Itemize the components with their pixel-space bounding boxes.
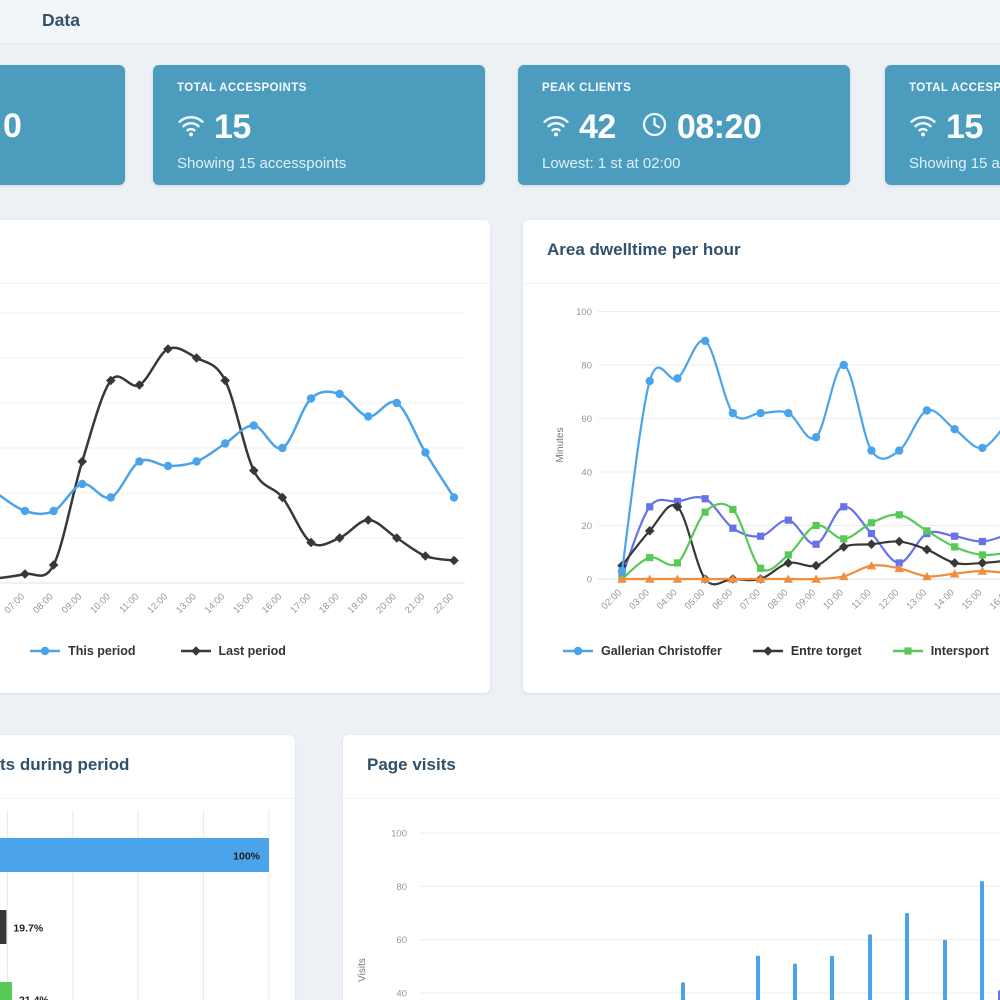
svg-text:19.7%: 19.7% (13, 923, 43, 935)
svg-text:80: 80 (581, 361, 592, 372)
legend-item-gallerian-christoffer[interactable]: Gallerian Christoffer (562, 644, 722, 658)
svg-text:40: 40 (396, 989, 407, 1000)
stat-subtitle: Showing 15 accesspoints (909, 155, 1000, 172)
svg-text:02:00: 02:00 (600, 587, 625, 612)
stat-subtitle: Lowest: 1 st at 02:00 (542, 155, 681, 172)
card-header: ts during period (0, 735, 295, 799)
svg-text:07:00: 07:00 (3, 591, 28, 616)
svg-text:22:00: 22:00 (432, 591, 457, 616)
period-chart-legend: This period Last period (0, 644, 490, 658)
svg-text:16:00: 16:00 (260, 591, 285, 616)
svg-text:05:00: 05:00 (683, 587, 708, 612)
stat-value: 42 (579, 107, 616, 146)
stat-time: 08:20 (676, 107, 762, 146)
card-header: Area dwelltime per hour (523, 220, 1000, 284)
svg-text:17:00: 17:00 (289, 591, 314, 616)
svg-text:20:00: 20:00 (374, 591, 399, 616)
legend-item-intersport[interactable]: Intersport (892, 644, 989, 658)
page-title: Data (42, 10, 80, 30)
chart-title: ts during period (0, 755, 130, 774)
svg-text:21.4%: 21.4% (19, 995, 49, 1000)
svg-text:07:00: 07:00 (738, 587, 763, 612)
wifi-icon (542, 112, 570, 143)
page-visits-chart: 100 80 60 40 Visits (357, 829, 1000, 1000)
svg-text:15:00: 15:00 (231, 591, 256, 616)
legend-label: Gallerian Christoffer (600, 644, 722, 658)
svg-text:0: 0 (587, 575, 592, 586)
svg-text:19:00: 19:00 (346, 591, 371, 616)
legend-item-entre-torget[interactable]: Entre torget (752, 644, 862, 658)
legend-label: Intersport (930, 644, 990, 658)
svg-text:10:00: 10:00 (821, 587, 846, 612)
chart-card-period-comparison: 07:00 08:00 09:00 10:00 11:00 12:00 13:00 14:00… (0, 220, 490, 693)
dwelltime-chart-legend: Gallerian Christoffer Entre torget Intersp… (523, 644, 1000, 658)
stat-label: TOTAL ACCESPOINTS (177, 82, 307, 94)
legend-label: Last period (218, 644, 286, 658)
svg-text:04:00: 04:00 (655, 587, 680, 612)
card-header (0, 220, 490, 284)
svg-text:06:00: 06:00 (710, 587, 735, 612)
svg-text:60: 60 (581, 414, 592, 425)
stat-value: 15 (214, 107, 251, 146)
svg-text:14:00: 14:00 (932, 587, 957, 612)
svg-text:14:00: 14:00 (203, 591, 228, 616)
chart-card-visits-during-period: ts during period 100% 19.7% 21.4% (0, 735, 295, 1000)
svg-text:13:00: 13:00 (904, 587, 929, 612)
stat-label: PEAK CLIENTS (542, 82, 632, 94)
svg-text:03:00: 03:00 (627, 587, 652, 612)
svg-text:13:00: 13:00 (174, 591, 199, 616)
svg-text:20: 20 (581, 521, 592, 532)
svg-text:100: 100 (391, 829, 407, 840)
chart-title: Area dwelltime per hour (547, 240, 741, 259)
svg-text:08:00: 08:00 (766, 587, 791, 612)
card-header: Page visits (343, 735, 1000, 799)
legend-label: Entre torget (790, 644, 862, 658)
svg-text:100%: 100% (233, 851, 261, 863)
svg-text:Visits: Visits (357, 958, 368, 982)
wifi-icon (909, 112, 937, 143)
svg-text:21:00: 21:00 (403, 591, 428, 616)
svg-text:11:00: 11:00 (117, 591, 141, 615)
visits-during-period-chart: 100% 19.7% 21.4% (0, 810, 270, 1000)
stat-label: TOTAL ACCESPOINTS (909, 82, 1000, 94)
svg-text:16:00: 16:00 (988, 587, 1000, 612)
period-comparison-chart: 07:00 08:00 09:00 10:00 11:00 12:00 13:00 14:00… (0, 312, 465, 616)
legend-label: This period (68, 644, 136, 658)
chart-card-area-dwelltime: Area dwelltime per hour 0 20 40 60 80 100 Minu… (523, 220, 1000, 693)
svg-text:60: 60 (396, 935, 407, 946)
stat-card-clients: 0 (0, 65, 125, 185)
svg-text:18:00: 18:00 (317, 591, 342, 616)
svg-text:15:00: 15:00 (960, 587, 985, 612)
clock-icon (641, 111, 668, 143)
svg-text:12:00: 12:00 (877, 587, 902, 612)
svg-text:80: 80 (396, 882, 407, 893)
svg-text:10:00: 10:00 (88, 591, 113, 616)
chart-title: Page visits (367, 755, 456, 774)
stat-subtitle: Showing 15 accesspoints (177, 155, 347, 172)
chart-card-page-visits: Page visits 100 80 60 40 Visits (343, 735, 1000, 1000)
svg-text:Minutes: Minutes (555, 427, 566, 462)
stat-card-total-accesspoints-2: TOTAL ACCESPOINTS 15 Showing 15 accesspo… (885, 65, 1000, 185)
svg-text:09:00: 09:00 (794, 587, 819, 612)
svg-text:08:00: 08:00 (31, 591, 56, 616)
legend-item-this-period[interactable]: This period (29, 644, 136, 658)
stat-card-peak-clients: PEAK CLIENTS 42 08:20 Lowest: 1 st at 02… (518, 65, 850, 185)
stat-card-total-accesspoints: TOTAL ACCESPOINTS 15 Showing 15 accesspo… (153, 65, 485, 185)
top-bar: Data (0, 0, 1000, 44)
legend-item-last-period[interactable]: Last period (180, 644, 286, 658)
svg-text:100: 100 (576, 307, 592, 318)
stat-value: 0 (3, 107, 22, 145)
svg-text:12:00: 12:00 (146, 591, 171, 616)
stat-value: 15 (946, 107, 983, 146)
svg-text:11:00: 11:00 (850, 587, 874, 611)
svg-text:09:00: 09:00 (60, 591, 85, 616)
svg-text:40: 40 (581, 468, 592, 479)
wifi-icon (177, 112, 205, 143)
